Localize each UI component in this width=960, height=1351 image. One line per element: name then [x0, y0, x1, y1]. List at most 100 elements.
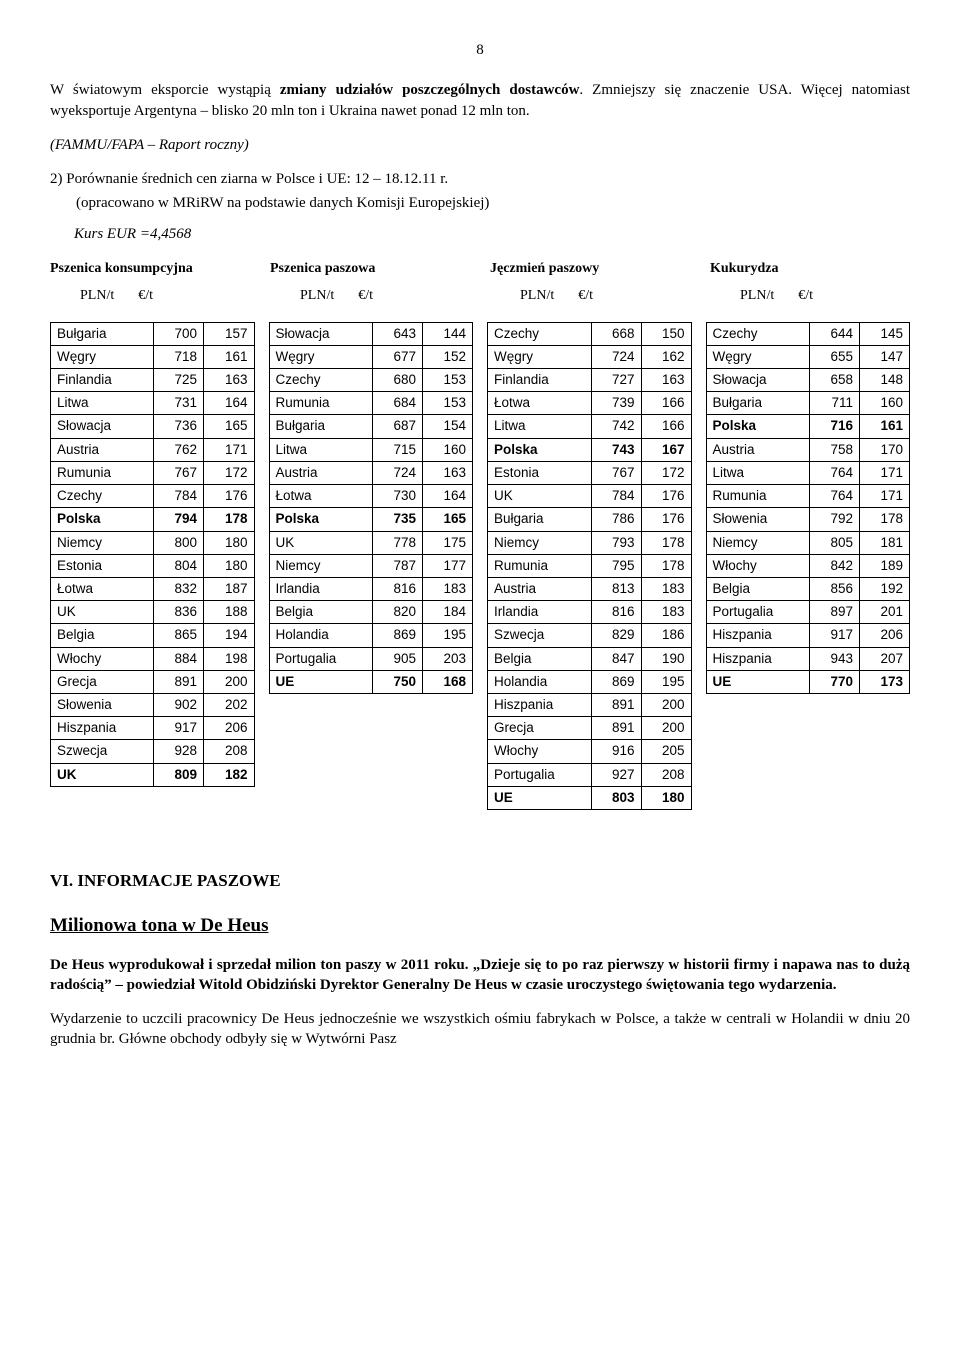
table-row: Włochy842189	[706, 554, 910, 577]
cell-eur: 171	[204, 438, 254, 461]
tables-row: Bułgaria700157Węgry718161Finlandia725163…	[50, 322, 910, 811]
cell-eur: 187	[204, 577, 254, 600]
cell-pln: 668	[591, 322, 641, 345]
table-row: Słowacja658148	[706, 368, 910, 391]
cell-country: Bułgaria	[51, 322, 154, 345]
cell-pln: 743	[591, 438, 641, 461]
cell-pln: 787	[373, 554, 423, 577]
cell-pln: 750	[373, 670, 423, 693]
cell-country: UE	[269, 670, 373, 693]
cell-eur: 181	[860, 531, 910, 554]
table-row: Portugalia897201	[706, 601, 910, 624]
table-row: Bułgaria786176	[488, 508, 692, 531]
cell-pln: 891	[591, 694, 641, 717]
cell-country: Bułgaria	[269, 415, 373, 438]
cell-country: Szwecja	[51, 740, 154, 763]
cell-pln: 731	[153, 392, 203, 415]
cell-eur: 201	[860, 601, 910, 624]
cell-eur: 164	[204, 392, 254, 415]
cell-eur: 186	[641, 624, 691, 647]
cell-pln: 655	[810, 345, 860, 368]
cell-pln: 767	[591, 461, 641, 484]
cell-eur: 175	[423, 531, 473, 554]
unit-headers: PLN/t€/t PLN/t€/t PLN/t€/t PLN/t€/t	[50, 287, 910, 306]
cell-eur: 157	[204, 322, 254, 345]
table-row: Czechy668150	[488, 322, 692, 345]
cell-eur: 180	[641, 786, 691, 809]
table-row: Belgia865194	[51, 624, 255, 647]
cell-eur: 165	[423, 508, 473, 531]
cell-pln: 793	[591, 531, 641, 554]
cell-pln: 700	[153, 322, 203, 345]
table-row: Polska716161	[706, 415, 910, 438]
table-row: Austria758170	[706, 438, 910, 461]
cell-country: Węgry	[51, 345, 154, 368]
cell-country: UK	[269, 531, 373, 554]
cell-pln: 644	[810, 322, 860, 345]
cell-pln: 715	[373, 438, 423, 461]
table-row: UK784176	[488, 485, 692, 508]
table-row: Belgia856192	[706, 577, 910, 600]
cell-country: Irlandia	[488, 601, 592, 624]
cell-pln: 758	[810, 438, 860, 461]
cell-country: Holandia	[488, 670, 592, 693]
table-row: Słowacja736165	[51, 415, 255, 438]
page-number: 8	[50, 40, 910, 60]
cell-eur: 198	[204, 647, 254, 670]
cell-country: UK	[51, 763, 154, 786]
cell-country: Austria	[269, 461, 373, 484]
cell-pln: 770	[810, 670, 860, 693]
table-row: Litwa764171	[706, 461, 910, 484]
cell-eur: 176	[204, 485, 254, 508]
cell-country: Słowacja	[51, 415, 154, 438]
cell-pln: 897	[810, 601, 860, 624]
table-row: Niemcy787177	[269, 554, 473, 577]
item-2: 2) Porównanie średnich cen ziarna w Pols…	[50, 169, 910, 189]
cell-eur: 163	[423, 461, 473, 484]
table-row: Grecja891200	[488, 717, 692, 740]
cell-pln: 643	[373, 322, 423, 345]
cell-eur: 145	[860, 322, 910, 345]
cell-pln: 809	[153, 763, 203, 786]
cell-pln: 891	[153, 670, 203, 693]
cell-pln: 916	[591, 740, 641, 763]
cell-country: Bułgaria	[488, 508, 592, 531]
cell-eur: 144	[423, 322, 473, 345]
cell-pln: 795	[591, 554, 641, 577]
column-headers: Pszenica konsumpcyjna Pszenica paszowa J…	[50, 260, 910, 279]
cell-country: Rumunia	[269, 392, 373, 415]
cell-country: Niemcy	[269, 554, 373, 577]
cell-country: Polska	[51, 508, 154, 531]
cell-eur: 166	[641, 392, 691, 415]
cell-country: Słowenia	[706, 508, 810, 531]
cell-country: Szwecja	[488, 624, 592, 647]
table-row: Szwecja829186	[488, 624, 692, 647]
cell-eur: 147	[860, 345, 910, 368]
table-row: Belgia847190	[488, 647, 692, 670]
cell-country: Włochy	[706, 554, 810, 577]
cell-eur: 160	[860, 392, 910, 415]
unit-pln-0: PLN/t	[80, 287, 114, 306]
cell-country: Portugalia	[488, 763, 592, 786]
table-row: Holandia869195	[488, 670, 692, 693]
cell-country: Polska	[706, 415, 810, 438]
section-6-title: VI. INFORMACJE PASZOWE	[50, 870, 910, 893]
cell-country: Estonia	[51, 554, 154, 577]
cell-country: Belgia	[706, 577, 810, 600]
table-row: Hiszpania917206	[51, 717, 255, 740]
source-note: (FAMMU/FAPA – Raport roczny)	[50, 135, 910, 155]
cell-eur: 161	[204, 345, 254, 368]
cell-pln: 767	[153, 461, 203, 484]
cell-country: Austria	[488, 577, 592, 600]
table-row: Czechy680153	[269, 368, 473, 391]
table-row: Łotwa730164	[269, 485, 473, 508]
table-row: Irlandia816183	[488, 601, 692, 624]
table-row: Litwa715160	[269, 438, 473, 461]
cell-eur: 176	[641, 485, 691, 508]
cell-country: UE	[706, 670, 810, 693]
cell-eur: 190	[641, 647, 691, 670]
cell-country: Portugalia	[269, 647, 373, 670]
cell-pln: 742	[591, 415, 641, 438]
table-row: Estonia804180	[51, 554, 255, 577]
table-row: Niemcy800180	[51, 531, 255, 554]
